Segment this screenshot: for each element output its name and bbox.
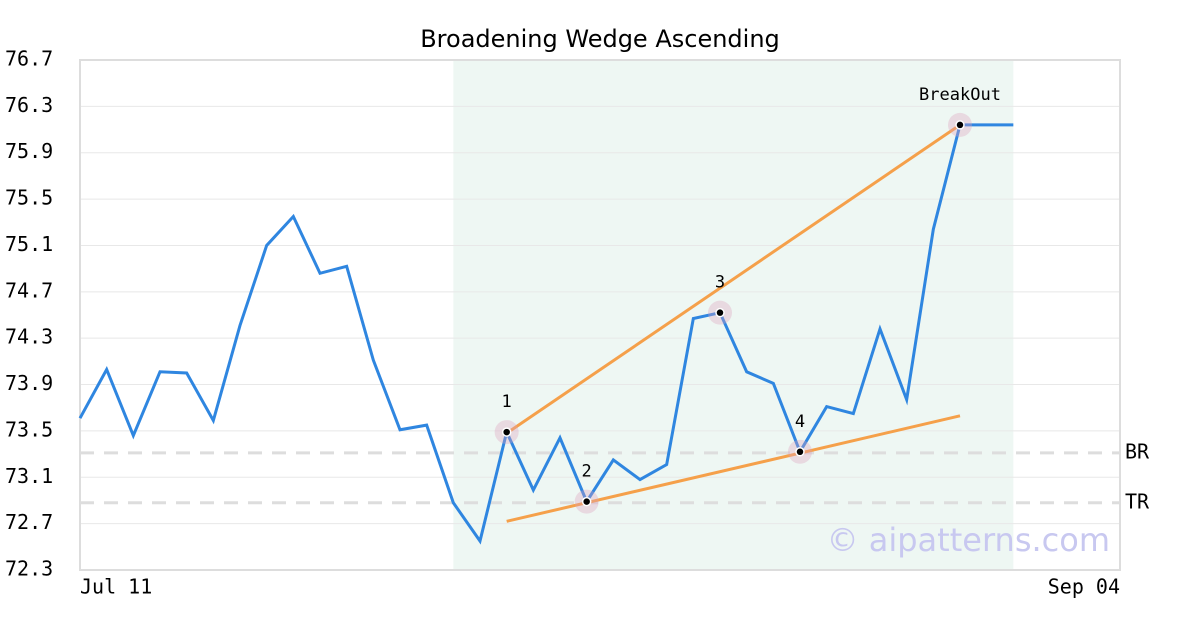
pivot-point [795,447,805,457]
pivot-label: 3 [715,273,725,293]
pivot-label: 4 [795,412,805,432]
y-tick-label: 72.3 [5,557,53,581]
pivot-label: BreakOut [919,85,1001,105]
x-tick-label: Jul 11 [80,575,152,599]
pivot-label: 1 [502,392,512,412]
y-tick-label: 74.3 [5,325,53,349]
level-label: TR [1125,489,1150,513]
y-tick-label: 74.7 [5,278,53,302]
pivot-point [955,120,965,130]
pivot-label: 2 [582,462,592,482]
y-tick-label: 73.9 [5,371,53,395]
pattern-region [453,60,1014,570]
x-tick-label: Sep 04 [1048,575,1120,599]
y-tick-label: 75.9 [5,139,53,163]
pivot-point [581,496,592,507]
y-tick-label: 76.3 [5,93,53,117]
trend-line [506,414,961,523]
plot-border [79,59,1121,571]
y-tick-label: 75.5 [5,186,53,210]
chart-title: Broadening Wedge Ascending [420,25,780,53]
y-tick-label: 73.5 [5,417,53,441]
y-tick-label: 75.1 [5,232,53,256]
y-tick-label: 73.1 [5,464,53,488]
level-label: BR [1125,439,1150,463]
price-line [78,123,1014,545]
watermark: © aipatterns.com [827,521,1110,559]
y-tick-label: 72.7 [5,510,53,534]
y-tick-label: 76.7 [5,47,53,71]
trend-line [505,123,961,435]
pivot-point [715,307,725,318]
pivot-point [501,427,512,437]
